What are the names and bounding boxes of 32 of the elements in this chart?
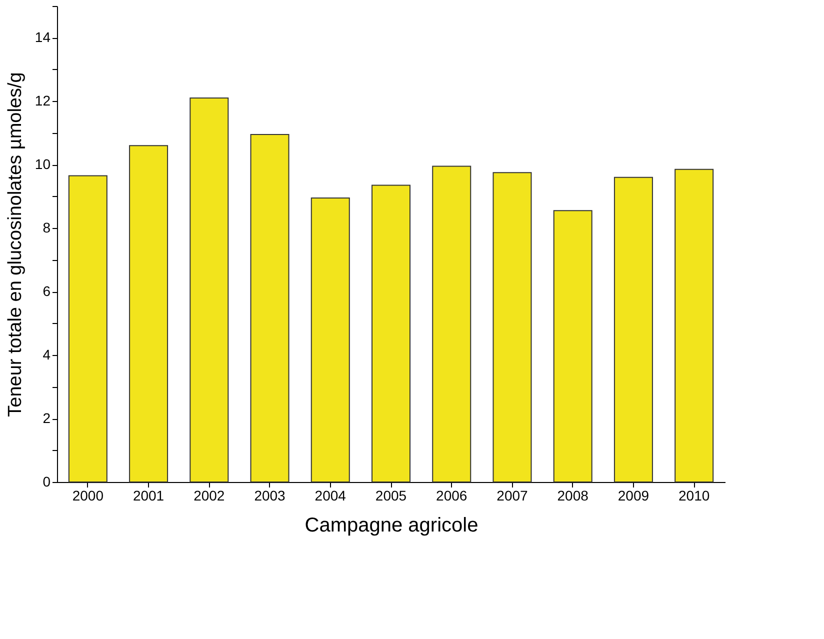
x-tick-label: 2001 <box>132 488 164 504</box>
bar <box>372 184 410 482</box>
y-tick-label: 8 <box>42 220 51 236</box>
y-tick-label: 10 <box>34 156 51 172</box>
bar <box>250 134 290 482</box>
bar <box>614 176 653 482</box>
y-tick-label: 12 <box>34 92 51 109</box>
x-tick-label: 2009 <box>618 488 650 504</box>
x-tick-label: 2004 <box>314 488 346 504</box>
y-tick-label: 14 <box>34 29 51 46</box>
x-tick-label: 2010 <box>678 488 710 504</box>
y-tick-label: 0 <box>42 474 51 490</box>
x-tick-label: 2003 <box>254 488 286 504</box>
bar <box>190 98 229 482</box>
x-tick-label: 2006 <box>436 488 468 504</box>
y-tick-label: 6 <box>42 283 51 300</box>
x-tick-label: 2000 <box>72 488 104 504</box>
x-tick-label: 2005 <box>375 488 407 504</box>
x-axis-title: Campagne agricole <box>304 514 478 536</box>
x-tick-label: 2002 <box>194 488 225 504</box>
bar <box>674 168 714 482</box>
y-axis-title: Teneur totale en glucosinolates µmoles/g <box>4 72 26 417</box>
bar <box>310 197 350 482</box>
bar <box>129 145 168 482</box>
x-tick-label: 2008 <box>557 488 589 504</box>
bar <box>492 172 532 482</box>
y-tick-label: 2 <box>42 410 51 426</box>
y-tick-label: 4 <box>42 346 51 363</box>
x-tick-label: 2007 <box>496 488 528 504</box>
bar <box>432 166 472 482</box>
bar <box>553 210 592 482</box>
bar <box>68 175 108 482</box>
